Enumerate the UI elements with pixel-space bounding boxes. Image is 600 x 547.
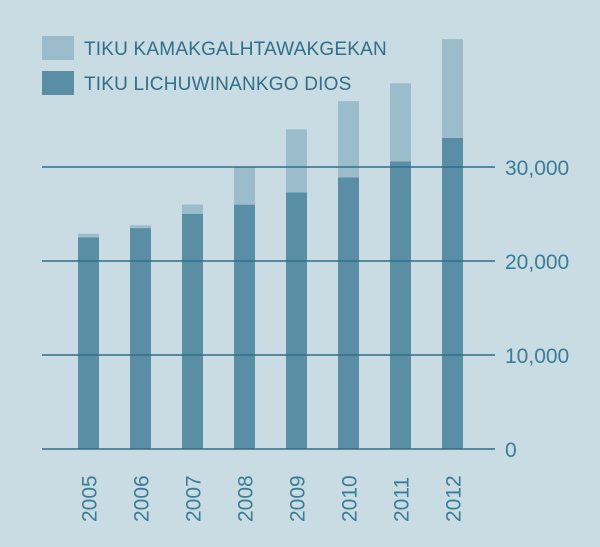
- bar-2007-series-1: [182, 204, 203, 214]
- y-tick-label: 30,000: [505, 157, 569, 180]
- bar-2008-series-0: [234, 204, 255, 449]
- bar-2010-series-1: [338, 101, 359, 178]
- gridlines: [42, 166, 495, 450]
- bar-2008-series-1: [234, 167, 255, 205]
- bar-2010-series-0: [338, 177, 359, 449]
- x-category-labels: 2005 2006 2007 2008 2009 2010 2011 2012: [79, 475, 466, 522]
- y-tick-label: 0: [505, 439, 517, 462]
- bar-2006-series-0: [130, 228, 151, 449]
- bars: [78, 39, 463, 450]
- y-tick-labels: 0 10,000 20,000 30,000: [505, 157, 569, 462]
- bar-2011-series-0: [390, 161, 411, 450]
- x-category-label: 2008: [235, 475, 258, 522]
- x-category-label: 2010: [339, 475, 362, 522]
- legend-swatch-lower: [42, 71, 74, 95]
- x-category-label: 2006: [131, 475, 154, 522]
- x-category-label: 2011: [391, 477, 414, 522]
- legend-label-lower: TIKU LICHUWINANKGO DIOS: [84, 74, 351, 95]
- legend-label-upper: TIKU KAMAKGALHTAWAKGEKAN: [84, 39, 387, 60]
- bar-2012-series-1: [442, 39, 463, 138]
- legend: TIKU KAMAKGALHTAWAKGEKAN TIKU LICHUWINAN…: [42, 36, 387, 95]
- bar-2009-series-1: [286, 129, 307, 193]
- legend-swatch-upper: [42, 36, 74, 60]
- bar-2011-series-1: [390, 83, 411, 162]
- x-category-label: 2009: [287, 475, 310, 522]
- x-category-label: 2012: [443, 475, 466, 522]
- bar-2005-series-0: [78, 237, 99, 449]
- y-tick-label: 20,000: [505, 251, 569, 274]
- bar-2009-series-0: [286, 192, 307, 449]
- x-category-label: 2005: [79, 475, 102, 522]
- bar-2005-series-1: [78, 233, 99, 238]
- bar-2006-series-1: [130, 225, 151, 229]
- bar-2007-series-0: [182, 214, 203, 449]
- x-category-label: 2007: [183, 475, 206, 522]
- y-tick-label: 10,000: [505, 345, 569, 368]
- bar-2012-series-0: [442, 137, 463, 450]
